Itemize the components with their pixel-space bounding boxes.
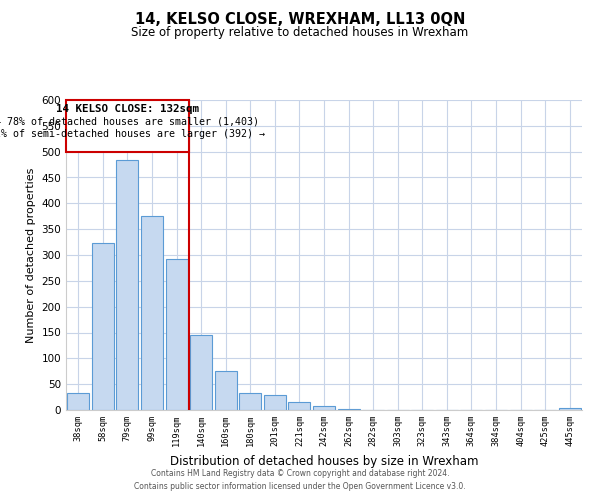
Text: 14, KELSO CLOSE, WREXHAM, LL13 0QN: 14, KELSO CLOSE, WREXHAM, LL13 0QN — [135, 12, 465, 28]
Bar — [289, 402, 310, 410]
Text: 22% of semi-detached houses are larger (392) →: 22% of semi-detached houses are larger (… — [0, 128, 265, 138]
Bar — [239, 394, 262, 410]
Text: 14 KELSO CLOSE: 132sqm: 14 KELSO CLOSE: 132sqm — [56, 104, 199, 114]
Bar — [215, 371, 237, 410]
Text: Contains public sector information licensed under the Open Government Licence v3: Contains public sector information licen… — [134, 482, 466, 491]
Bar — [559, 408, 581, 410]
Y-axis label: Number of detached properties: Number of detached properties — [26, 168, 36, 342]
Bar — [166, 259, 188, 410]
Text: ← 78% of detached houses are smaller (1,403): ← 78% of detached houses are smaller (1,… — [0, 116, 259, 126]
Bar — [67, 394, 89, 410]
Bar — [141, 216, 163, 410]
Text: Contains HM Land Registry data © Crown copyright and database right 2024.: Contains HM Land Registry data © Crown c… — [151, 468, 449, 477]
Bar — [92, 243, 114, 410]
Text: Size of property relative to detached houses in Wrexham: Size of property relative to detached ho… — [131, 26, 469, 39]
Bar — [264, 395, 286, 410]
Bar — [313, 406, 335, 410]
Bar — [190, 335, 212, 410]
Bar — [116, 160, 139, 410]
FancyBboxPatch shape — [66, 100, 189, 152]
X-axis label: Distribution of detached houses by size in Wrexham: Distribution of detached houses by size … — [170, 454, 478, 468]
